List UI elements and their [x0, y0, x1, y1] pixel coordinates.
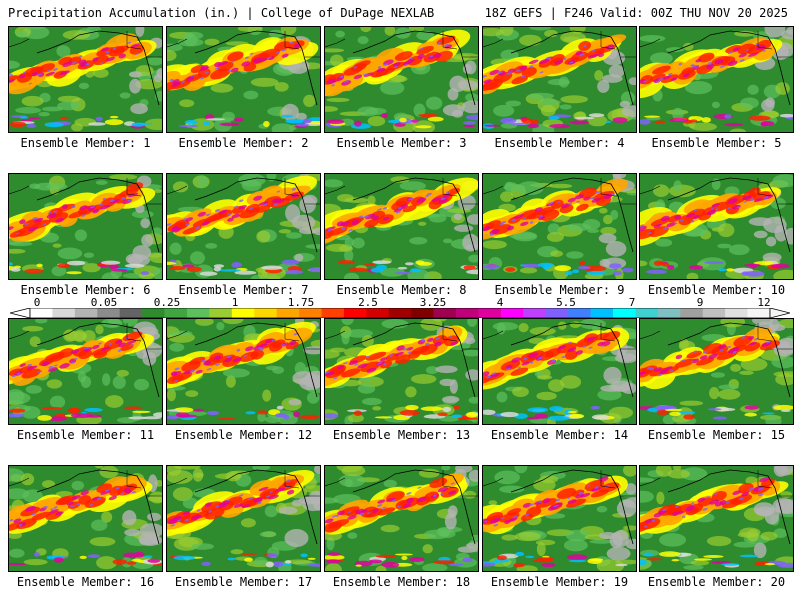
ensemble-member-label: Ensemble Member: 6 — [20, 283, 151, 297]
ensemble-member-label: Ensemble Member: 18 — [332, 575, 471, 589]
ensemble-panel-11: Ensemble Member: 11 — [8, 318, 163, 442]
precip-map — [639, 465, 794, 572]
ensemble-panel-2: Ensemble Member: 2 — [166, 26, 321, 150]
ensemble-panel-13: Ensemble Member: 13 — [324, 318, 479, 442]
ensemble-member-label: Ensemble Member: 2 — [178, 136, 309, 150]
ensemble-member-label: Ensemble Member: 3 — [336, 136, 467, 150]
precip-map — [166, 318, 321, 425]
precip-map — [482, 465, 637, 572]
precip-map — [482, 173, 637, 280]
ensemble-member-label: Ensemble Member: 17 — [174, 575, 313, 589]
precip-map — [166, 173, 321, 280]
precip-map — [639, 26, 794, 133]
header: Precipitation Accumulation (in.) | Colle… — [0, 0, 800, 22]
ensemble-member-label: Ensemble Member: 14 — [490, 428, 629, 442]
precip-map — [8, 173, 163, 280]
precip-map — [8, 465, 163, 572]
ensemble-panel-14: Ensemble Member: 14 — [482, 318, 637, 442]
colorbar-tick-label: 1 — [231, 296, 239, 309]
ensemble-panel-18: Ensemble Member: 18 — [324, 465, 479, 589]
run-valid-time: 18Z GEFS | F246 Valid: 00Z THU NOV 20 20… — [484, 6, 788, 20]
ensemble-member-label: Ensemble Member: 12 — [174, 428, 313, 442]
precip-map — [482, 318, 637, 425]
ensemble-panel-12: Ensemble Member: 12 — [166, 318, 321, 442]
precip-map — [639, 318, 794, 425]
ensemble-member-label: Ensemble Member: 8 — [336, 283, 467, 297]
ensemble-panel-17: Ensemble Member: 17 — [166, 465, 321, 589]
colorbar-tick-label: 5.5 — [556, 296, 576, 309]
colorbar-tick-label: 4 — [496, 296, 504, 309]
colorbar-tick-label: 0.05 — [90, 296, 118, 309]
ensemble-panel-4: Ensemble Member: 4 — [482, 26, 637, 150]
ensemble-member-label: Ensemble Member: 10 — [647, 283, 786, 297]
ensemble-panel-19: Ensemble Member: 19 — [482, 465, 637, 589]
colorbar-tick-label: 0.25 — [153, 296, 181, 309]
colorbar-tick-label: 7 — [628, 296, 636, 309]
precip-map — [324, 465, 479, 572]
ensemble-member-label: Ensemble Member: 7 — [178, 283, 309, 297]
precip-map — [324, 26, 479, 133]
precip-map — [8, 318, 163, 425]
ensemble-member-label: Ensemble Member: 13 — [332, 428, 471, 442]
ensemble-member-label: Ensemble Member: 4 — [494, 136, 625, 150]
ensemble-member-label: Ensemble Member: 16 — [16, 575, 155, 589]
ensemble-panel-9: Ensemble Member: 9 — [482, 173, 637, 297]
ensemble-panel-20: Ensemble Member: 20 — [639, 465, 794, 589]
ensemble-member-label: Ensemble Member: 19 — [490, 575, 629, 589]
ensemble-panel-15: Ensemble Member: 15 — [639, 318, 794, 442]
colorbar-tick-label: 0 — [33, 296, 41, 309]
ensemble-panel-7: Ensemble Member: 7 — [166, 173, 321, 297]
precip-map — [639, 173, 794, 280]
colorbar-strip — [10, 308, 790, 318]
precip-map — [482, 26, 637, 133]
ensemble-panel-5: Ensemble Member: 5 — [639, 26, 794, 150]
colorbar-tick-label: 9 — [696, 296, 704, 309]
ensemble-member-label: Ensemble Member: 5 — [651, 136, 782, 150]
colorbar-tick-label: 3.25 — [419, 296, 447, 309]
ensemble-member-label: Ensemble Member: 11 — [16, 428, 155, 442]
precip-map — [324, 173, 479, 280]
ensemble-panel-8: Ensemble Member: 8 — [324, 173, 479, 297]
ensemble-panel-16: Ensemble Member: 16 — [8, 465, 163, 589]
chart-title: Precipitation Accumulation (in.) | Colle… — [8, 6, 435, 20]
ensemble-member-label: Ensemble Member: 9 — [494, 283, 625, 297]
colorbar: 0 0.05 0.25 1 1.75 2.5 3.25 4 5.5 7 9 12 — [10, 296, 790, 322]
precip-map — [324, 318, 479, 425]
precip-map — [166, 26, 321, 133]
ensemble-member-label: Ensemble Member: 1 — [20, 136, 151, 150]
ensemble-panel-10: Ensemble Member: 10 — [639, 173, 794, 297]
colorbar-labels: 0 0.05 0.25 1 1.75 2.5 3.25 4 5.5 7 9 12 — [10, 296, 790, 309]
ensemble-panel-1: Ensemble Member: 1 — [8, 26, 163, 150]
precip-map — [8, 26, 163, 133]
ensemble-panel-3: Ensemble Member: 3 — [324, 26, 479, 150]
ensemble-panel-6: Ensemble Member: 6 — [8, 173, 163, 297]
precip-map — [166, 465, 321, 572]
ensemble-member-label: Ensemble Member: 20 — [647, 575, 786, 589]
colorbar-tick-label: 12 — [757, 296, 771, 309]
colorbar-tick-label: 2.5 — [358, 296, 378, 309]
ensemble-member-label: Ensemble Member: 15 — [647, 428, 786, 442]
colorbar-tick-label: 1.75 — [287, 296, 315, 309]
